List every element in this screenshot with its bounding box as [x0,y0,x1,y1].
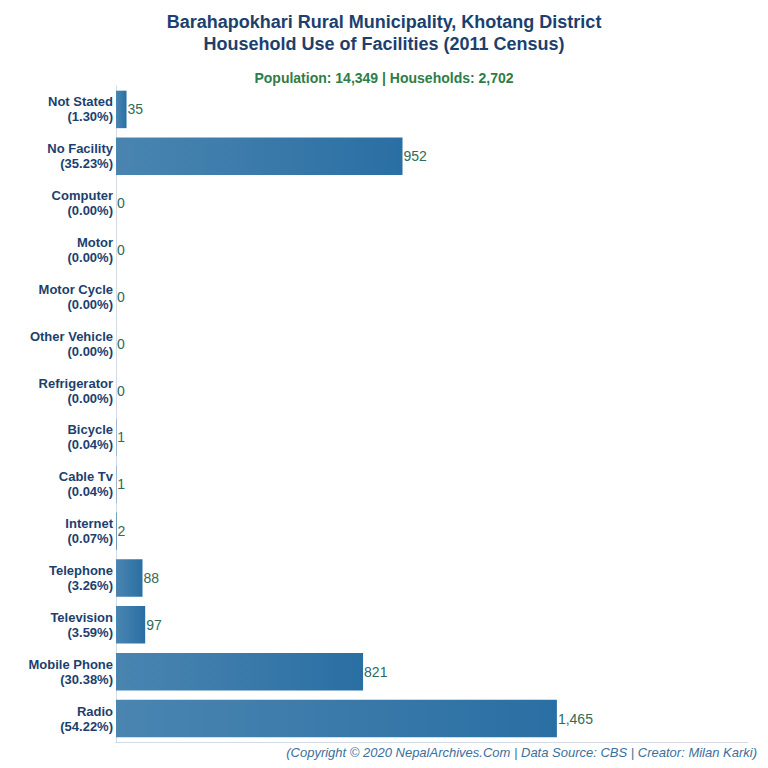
svg-text:(0.00%): (0.00%) [67,344,113,359]
svg-text:Bicycle: Bicycle [67,422,113,437]
svg-text:(0.00%): (0.00%) [67,203,113,218]
svg-text:Computer: Computer [52,188,113,203]
svg-text:(30.38%): (30.38%) [60,672,113,687]
svg-text:88: 88 [143,570,159,586]
svg-text:(0.00%): (0.00%) [67,391,113,406]
svg-text:1: 1 [117,476,125,492]
svg-text:(1.30%): (1.30%) [67,109,113,124]
svg-text:952: 952 [404,148,428,164]
svg-text:Refrigerator: Refrigerator [39,376,113,391]
svg-text:Cable Tv: Cable Tv [59,469,114,484]
svg-text:Internet: Internet [65,516,113,531]
svg-text:Television: Television [50,610,113,625]
svg-text:No Facility: No Facility [47,141,114,156]
svg-text:2: 2 [118,523,126,539]
svg-text:Other Vehicle: Other Vehicle [30,329,113,344]
svg-text:Telephone: Telephone [49,563,113,578]
svg-text:0: 0 [117,336,125,352]
svg-text:Mobile Phone: Mobile Phone [29,657,114,672]
svg-text:0: 0 [117,195,125,211]
svg-text:0: 0 [117,242,125,258]
svg-text:(35.23%): (35.23%) [60,156,113,171]
svg-text:Motor: Motor [77,235,113,250]
svg-text:Barahapokhari Rural Municipali: Barahapokhari Rural Municipality, Khotan… [167,12,602,32]
svg-text:(Copyright © 2020 NepalArchive: (Copyright © 2020 NepalArchives.Com | Da… [286,745,757,760]
svg-text:(0.00%): (0.00%) [67,297,113,312]
svg-text:(54.22%): (54.22%) [60,719,113,734]
svg-text:1: 1 [117,429,125,445]
svg-text:(0.00%): (0.00%) [67,250,113,265]
svg-text:0: 0 [117,289,125,305]
svg-text:97: 97 [146,617,162,633]
svg-text:Radio: Radio [77,704,113,719]
svg-text:35: 35 [128,101,144,117]
svg-text:821: 821 [364,664,388,680]
svg-text:1,465: 1,465 [558,711,593,727]
svg-text:Motor Cycle: Motor Cycle [39,282,113,297]
svg-text:Household Use of Facilities (2: Household Use of Facilities (2011 Census… [203,34,564,54]
svg-text:(3.26%): (3.26%) [67,578,113,593]
svg-text:0: 0 [117,383,125,399]
svg-text:(0.07%): (0.07%) [67,531,113,546]
svg-text:(0.04%): (0.04%) [67,484,113,499]
svg-text:Not Stated: Not Stated [48,94,113,109]
svg-text:Population: 14,349 | Household: Population: 14,349 | Households: 2,702 [254,70,513,86]
svg-text:(0.04%): (0.04%) [67,437,113,452]
svg-text:(3.59%): (3.59%) [67,625,113,640]
